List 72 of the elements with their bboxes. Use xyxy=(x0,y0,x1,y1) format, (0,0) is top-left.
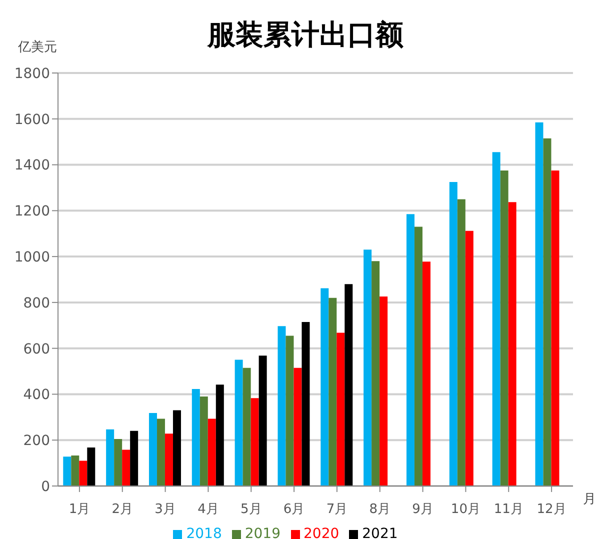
bar xyxy=(87,447,96,486)
y-tick-label: 600 xyxy=(23,341,50,358)
x-tick-label: 7月 xyxy=(326,502,348,518)
bar xyxy=(380,296,388,486)
y-tick-label: 400 xyxy=(23,387,50,404)
bar xyxy=(465,230,474,486)
legend-label: 2021 xyxy=(362,526,398,539)
bar xyxy=(200,396,208,486)
x-tick-label: 1月 xyxy=(68,502,90,518)
bar xyxy=(344,284,353,486)
bar xyxy=(278,326,286,486)
bar xyxy=(242,368,251,486)
bar xyxy=(294,368,302,486)
bar xyxy=(336,332,345,486)
legend-label: 2018 xyxy=(186,526,222,539)
bar xyxy=(79,460,88,486)
y-tick-label: 1800 xyxy=(14,66,50,82)
x-tick-label: 4月 xyxy=(198,502,219,518)
y-tick-label: 1600 xyxy=(14,112,50,128)
bar xyxy=(156,418,165,486)
bar xyxy=(114,438,122,486)
bar xyxy=(192,388,200,486)
bar xyxy=(130,430,138,486)
bar xyxy=(551,170,560,486)
bar xyxy=(414,226,422,486)
x-tick-label: 8月 xyxy=(369,502,391,518)
bar xyxy=(63,456,72,486)
bar xyxy=(250,398,259,486)
bar xyxy=(208,418,216,486)
x-tick-label: 5月 xyxy=(240,502,262,518)
bar xyxy=(234,360,243,486)
bar xyxy=(457,199,466,486)
y-tick-label: 1000 xyxy=(14,250,50,266)
y-tick-label: 1400 xyxy=(14,158,50,174)
bar xyxy=(106,429,114,486)
y-tick-label: 800 xyxy=(23,295,50,312)
x-tick-label: 3月 xyxy=(154,502,176,518)
x-tick-label: 11月 xyxy=(494,502,524,518)
x-tick-label: 9月 xyxy=(412,502,434,518)
chart-title: 服装累计出口额 xyxy=(208,18,404,51)
bar xyxy=(543,138,552,486)
bar xyxy=(172,410,181,486)
bar xyxy=(500,170,508,486)
bar xyxy=(492,152,500,486)
y-tick-label: 1200 xyxy=(14,204,50,220)
bar xyxy=(71,455,80,486)
bar xyxy=(148,413,157,486)
x-tick-label: 12月 xyxy=(536,502,566,518)
bar xyxy=(302,322,310,486)
bar xyxy=(406,214,414,486)
bar xyxy=(422,262,430,486)
y-tick-label: 200 xyxy=(23,433,50,450)
bar xyxy=(364,250,372,486)
bar xyxy=(320,288,329,486)
bar xyxy=(164,434,173,486)
bar xyxy=(535,122,544,486)
y-axis-title: 亿美元 xyxy=(18,39,57,56)
legend-label: 2019 xyxy=(244,526,280,539)
x-tick-label: 2月 xyxy=(112,502,134,518)
bar xyxy=(216,384,224,486)
bar xyxy=(449,182,458,486)
legend-label: 2020 xyxy=(304,526,340,539)
bar xyxy=(286,336,294,486)
bar xyxy=(508,202,516,486)
x-tick-label: 6月 xyxy=(283,502,305,518)
bar xyxy=(328,298,337,486)
bar xyxy=(122,450,130,486)
y-tick-label: 0 xyxy=(41,478,50,495)
x-tick-label: 10月 xyxy=(450,502,480,518)
x-axis-title: 月 xyxy=(583,491,595,508)
bar xyxy=(372,261,380,486)
bar xyxy=(258,356,267,486)
